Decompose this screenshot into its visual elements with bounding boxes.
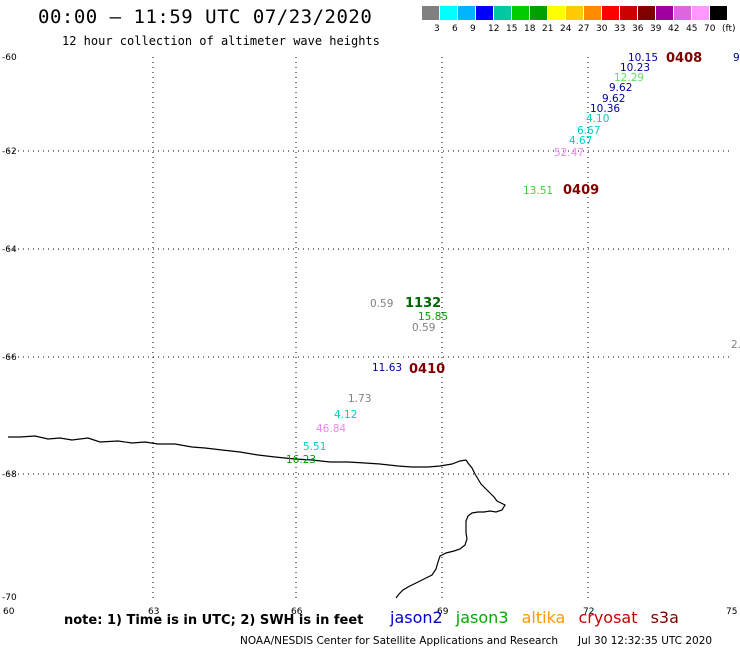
lat-label: -68 (2, 470, 17, 480)
lon-label: 66 (291, 607, 303, 617)
legend-swatch (530, 6, 547, 20)
lon-label: 69 (437, 607, 449, 617)
satellite-cryosat: cryosat (578, 608, 638, 627)
time-tag: 0410 (409, 362, 445, 377)
legend-label: (ft) (722, 24, 736, 34)
generation-timestamp: Jul 30 12:32:35 UTC 2020 (578, 635, 713, 647)
lat-label: -64 (2, 245, 17, 255)
axis-labels: -60 -62 -64 -66 -68 -70 60 63 66 69 72 75 (2, 53, 737, 617)
legend-swatch (566, 6, 583, 20)
observation-value: 16.23 (286, 454, 316, 466)
legend-swatch (710, 6, 727, 20)
legend-label: 42 (668, 24, 680, 34)
observation-value: 10.36 (590, 103, 620, 115)
legend-swatch (602, 6, 619, 20)
observation-value: 1.73 (348, 393, 371, 405)
legend-label: 6 (452, 24, 458, 34)
coastline (8, 435, 506, 599)
observation-value: 46.84 (316, 423, 346, 435)
observation-value: 10.15 (628, 52, 658, 64)
observation-value: 11.63 (372, 362, 402, 374)
satellite-jason2: jason2 (390, 608, 443, 627)
observation-value: 52.47 (554, 147, 584, 159)
legend-swatch (512, 6, 529, 20)
lat-label: -70 (2, 593, 17, 603)
legend-swatch (656, 6, 673, 20)
legend-label: 70 (704, 24, 716, 34)
map-frame (7, 56, 734, 601)
observation-labels: 10.1510.2312.299.629.6210.364.106.674.67… (286, 52, 740, 466)
credit-line: NOAA/NESDIS Center for Satellite Applica… (240, 635, 558, 647)
legend-swatch (476, 6, 493, 20)
observation-value: 4.12 (334, 409, 357, 421)
observation-value: 9.62 (602, 93, 625, 105)
time-tag: 0409 (563, 183, 599, 198)
observation-value: 0.59 (370, 298, 393, 310)
legend-label: 30 (596, 24, 608, 34)
map-subtitle: 12 hour collection of altimeter wave hei… (62, 34, 380, 48)
legend-label: 18 (524, 24, 536, 34)
observation-value: 9 (733, 52, 740, 64)
observation-value: 5.51 (303, 441, 326, 453)
observation-value: 2. (731, 339, 740, 351)
map-title: 00:00 – 11:59 UTC 07/23/2020 (38, 6, 373, 28)
map-grid (8, 57, 733, 600)
observation-value: 13.51 (523, 185, 553, 197)
legend-label: 3 (434, 24, 440, 34)
lon-label: 72 (583, 607, 594, 617)
observation-value: 15.85 (418, 311, 448, 323)
legend-swatch (422, 6, 439, 20)
satellite-jason3: jason3 (455, 608, 509, 627)
satellite-legend: jason2 jason3 altika cryosat s3a (390, 608, 687, 627)
legend-swatch (674, 6, 691, 20)
legend-swatch (620, 6, 637, 20)
observation-value: 12.29 (614, 72, 644, 84)
legend-label: 9 (470, 24, 476, 34)
legend-swatch (584, 6, 601, 20)
observation-value: 6.67 (577, 125, 600, 137)
legend-label: 45 (686, 24, 698, 34)
legend-swatch (458, 6, 475, 20)
satellite-altika: altika (521, 608, 566, 627)
legend-label: 36 (632, 24, 644, 34)
legend-label: 15 (506, 24, 518, 34)
satellite-s3a: s3a (650, 608, 679, 627)
observation-value: 4.67 (569, 135, 592, 147)
footer-note: note: 1) Time is in UTC; 2) SWH is in fe… (64, 613, 364, 628)
observation-value: 4.10 (586, 113, 609, 125)
legend-swatch (440, 6, 457, 20)
legend-swatch (548, 6, 565, 20)
time-tag: 0408 (666, 51, 702, 66)
observation-value: 9.62 (609, 82, 632, 94)
observation-value: 10.23 (620, 62, 650, 74)
lon-label: 63 (148, 607, 159, 617)
lat-label: -60 (2, 53, 17, 63)
observation-value: 0.59 (412, 322, 435, 334)
legend-label: 21 (542, 24, 554, 34)
legend-swatch (692, 6, 709, 20)
lat-label: -66 (2, 353, 17, 363)
legend-label: 12 (488, 24, 500, 34)
time-tags: 0408 0409 1132 0410 (405, 51, 702, 377)
legend-label: 39 (650, 24, 662, 34)
lon-label: 60 (3, 607, 15, 617)
lat-label: -62 (2, 147, 17, 157)
legend-label: 27 (578, 24, 590, 34)
legend-swatch (494, 6, 511, 20)
legend-label: 33 (614, 24, 626, 34)
lon-label: 75 (726, 607, 737, 617)
legend-label: 24 (560, 24, 572, 34)
legend-swatch (638, 6, 655, 20)
time-tag: 1132 (405, 296, 441, 311)
